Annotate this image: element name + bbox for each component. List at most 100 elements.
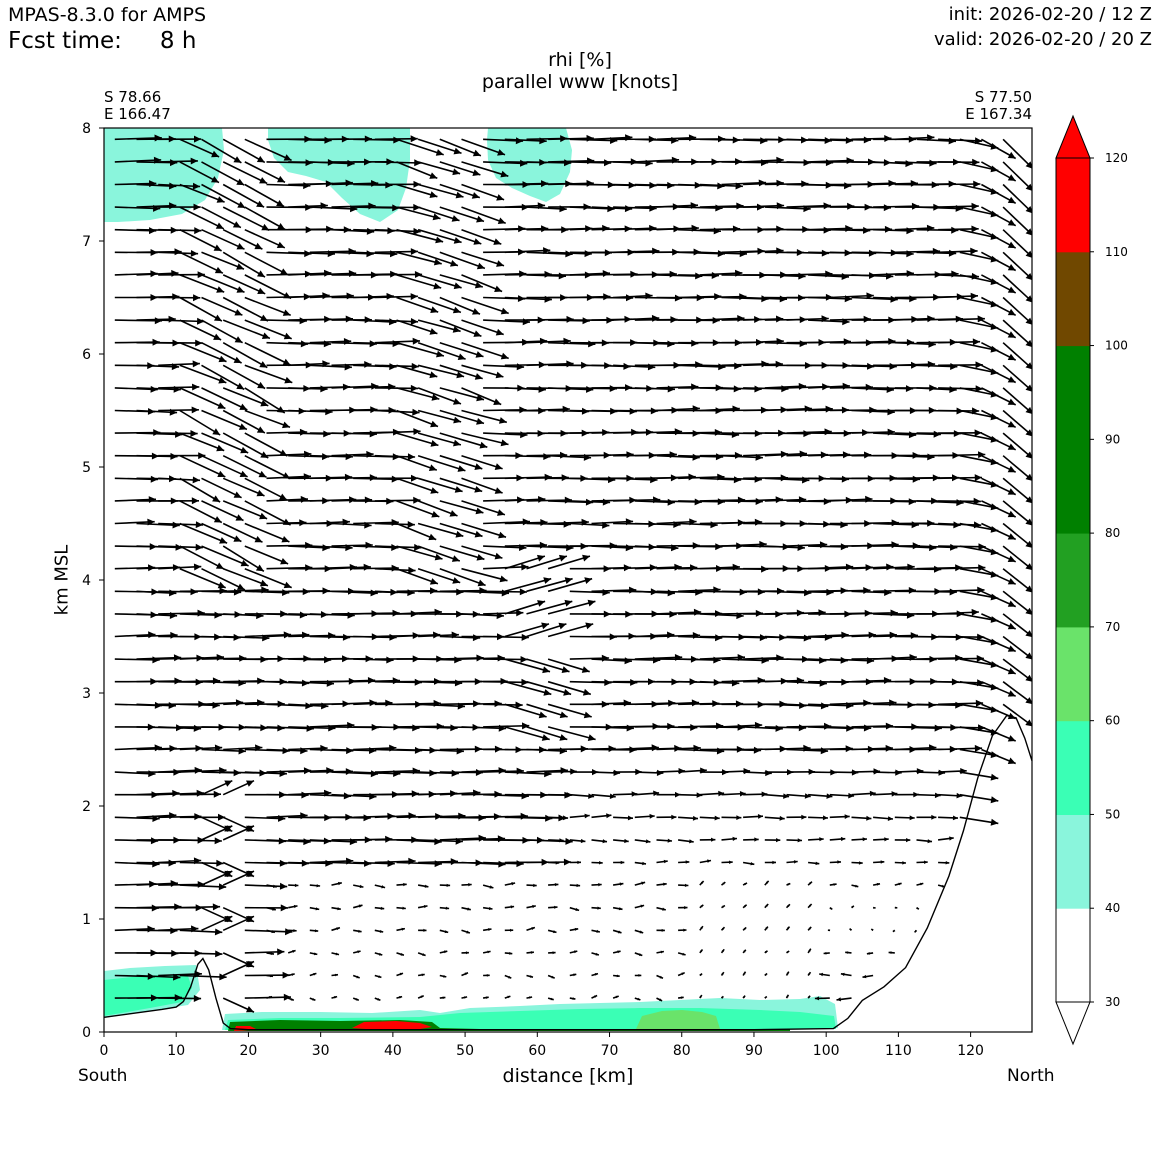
- wind-vector: [591, 861, 603, 865]
- wind-vector: [439, 274, 484, 289]
- wind-vector: [764, 880, 770, 886]
- wind-vector: [892, 929, 896, 933]
- wind-vector-head: [420, 995, 424, 999]
- wind-vector-head: [193, 995, 202, 1002]
- wind-vector-head: [279, 882, 288, 890]
- wind-vector-head: [211, 176, 219, 183]
- wind-vector-shaft: [396, 432, 439, 447]
- wind-vector: [827, 929, 831, 932]
- wind-vector-head: [213, 516, 222, 523]
- wind-vector-head: [908, 431, 917, 439]
- wind-vector: [222, 161, 268, 185]
- wind-vector-head: [328, 632, 336, 640]
- wind-vector: [504, 928, 514, 932]
- wind-vector: [417, 138, 462, 155]
- wind-vector-head: [1025, 317, 1032, 325]
- wind-vector-head: [750, 862, 755, 866]
- wind-vector: [678, 272, 720, 279]
- wind-vector-head: [626, 724, 634, 732]
- wind-vector-head: [721, 927, 725, 930]
- wind-vector: [634, 861, 647, 866]
- wind-vector: [981, 409, 1017, 429]
- wind-vector: [1002, 658, 1032, 682]
- wind-vector-head: [423, 905, 428, 909]
- wind-vector-head: [434, 553, 443, 561]
- wind-vector: [981, 567, 1017, 585]
- wind-vector-head: [282, 358, 291, 366]
- wind-vector: [244, 341, 291, 366]
- wind-vector-head: [863, 724, 872, 732]
- wind-vector-head: [302, 631, 310, 639]
- wind-vector: [547, 622, 594, 638]
- wind-vector-head: [478, 814, 486, 822]
- wind-vector: [396, 409, 439, 428]
- wind-vector: [396, 522, 437, 541]
- wind-vector-head: [929, 544, 937, 552]
- wind-vector-head: [696, 792, 703, 798]
- wind-vector: [764, 995, 768, 999]
- wind-vector-shaft: [244, 319, 292, 340]
- wind-vector-head: [779, 295, 787, 303]
- wind-vector: [222, 816, 255, 833]
- wind-vector: [483, 701, 523, 709]
- wind-vector: [396, 500, 440, 518]
- wind-vector-head: [381, 885, 386, 889]
- colorbar-segment: [1056, 533, 1090, 628]
- wind-vector: [288, 632, 336, 640]
- wind-vector-head: [436, 350, 444, 358]
- wind-vector-shaft: [201, 500, 244, 522]
- wind-vector-head: [667, 838, 672, 843]
- wind-vector-head: [424, 884, 429, 888]
- wind-vector: [266, 495, 309, 503]
- wind-vector-head: [452, 168, 461, 176]
- colorbar-segment: [1056, 251, 1090, 347]
- wind-vector: [396, 251, 442, 266]
- x-tick-label: 40: [384, 1043, 402, 1059]
- valid-time: valid: 2026-02-20 / 20 Z: [934, 29, 1152, 50]
- wind-vector: [244, 274, 292, 300]
- wind-vector: [461, 274, 503, 293]
- wind-vector-head: [232, 221, 241, 228]
- wind-vector-head: [667, 498, 675, 506]
- x-tick-label: 0: [100, 1043, 109, 1059]
- wind-vector: [634, 952, 643, 957]
- wind-vector-head: [799, 450, 807, 458]
- wind-vector-head: [731, 431, 740, 438]
- wind-vector: [331, 677, 376, 684]
- wind-vector-head: [553, 930, 557, 934]
- wind-vector-head: [495, 328, 504, 336]
- wind-vector-head: [246, 960, 254, 968]
- wind-vector-head: [1007, 690, 1016, 697]
- y-tick-label: 7: [82, 234, 91, 250]
- wind-vector: [613, 974, 620, 978]
- x-tick-label: 60: [528, 1043, 546, 1059]
- wind-vector-head: [455, 530, 464, 538]
- wind-vector: [266, 564, 313, 572]
- wind-vector-head: [602, 224, 610, 232]
- wind-vector-head: [807, 995, 811, 999]
- wind-vector-head: [865, 678, 874, 686]
- wind-vector-head: [485, 996, 489, 999]
- wind-vector-shaft: [374, 340, 421, 344]
- wind-vector: [656, 928, 665, 932]
- wind-vector: [938, 315, 985, 323]
- wind-vector: [677, 839, 694, 844]
- wind-vector-head: [466, 930, 470, 934]
- wind-vector-shaft: [266, 839, 311, 843]
- wind-vector-shaft: [396, 522, 437, 541]
- wind-vector: [873, 906, 876, 909]
- wind-vector: [829, 136, 872, 144]
- wind-vector-head: [168, 315, 176, 323]
- wind-vector-shaft: [179, 161, 220, 184]
- wind-vector: [439, 206, 485, 223]
- wind-vector: [591, 813, 612, 819]
- wind-vector-head: [299, 428, 308, 436]
- wind-vector-head: [975, 385, 983, 393]
- wind-vector-head: [801, 180, 809, 188]
- wind-vector: [851, 204, 892, 212]
- wind-vector: [417, 995, 425, 999]
- wind-vector-shaft: [461, 183, 505, 201]
- wind-vector: [353, 656, 394, 664]
- wind-vector: [158, 406, 199, 414]
- wind-vector: [591, 972, 599, 977]
